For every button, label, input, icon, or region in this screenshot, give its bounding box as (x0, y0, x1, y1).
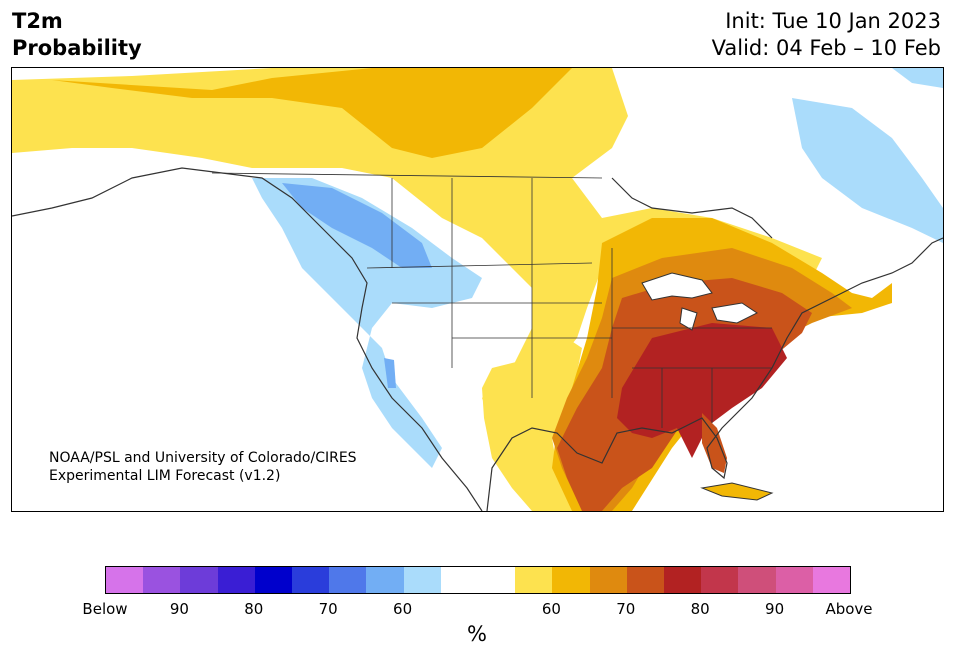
colorbar-segment (626, 567, 665, 593)
map-svg (12, 68, 943, 511)
below-60-north-islands (892, 68, 943, 88)
colorbar-segment (254, 567, 293, 593)
coastlines (12, 167, 943, 511)
credit-note: NOAA/PSL and University of Colorado/CIRE… (49, 449, 357, 485)
colorbar-tick-label: 90 (169, 600, 189, 618)
colorbar-segment (292, 567, 330, 593)
colorbar-tick-label: 90 (765, 600, 785, 618)
colorbar-tick-label: 60 (541, 600, 561, 618)
colorbar (105, 566, 851, 594)
colorbar-segment (515, 567, 553, 593)
colorbar-tick-label: 70 (318, 600, 338, 618)
forecast-map (11, 67, 944, 512)
above-80-southeast-core (617, 323, 787, 458)
colorbar-segment (403, 567, 441, 593)
colorbar-segment (701, 567, 739, 593)
cuba (700, 482, 774, 501)
init-date: Init: Tue 10 Jan 2023 (725, 9, 941, 33)
great-lakes (641, 272, 758, 331)
florida-peninsula (702, 413, 727, 473)
colorbar-segment (552, 567, 590, 593)
title-variable: T2m (12, 9, 63, 33)
valid-range: Valid: 04 Feb – 10 Feb (711, 36, 941, 60)
colorbar-segment (478, 567, 516, 593)
colorbar-segment (366, 567, 404, 593)
colorbar-segment (329, 567, 367, 593)
state-borders (211, 172, 772, 428)
below-60-labrador (792, 98, 943, 243)
map-title: T2m Probability (12, 8, 142, 62)
colorbar-segment (812, 567, 851, 593)
below-70-pacific-northwest (282, 183, 432, 268)
colorbar-segment (738, 567, 776, 593)
above-60-southwest-region (482, 338, 592, 511)
credit-line1: NOAA/PSL and University of Colorado/CIRE… (49, 450, 357, 466)
colorbar-segment (775, 567, 813, 593)
title-subtitle: Probability (12, 36, 142, 60)
above-60-north-region (12, 68, 822, 423)
above-65-north-band (52, 68, 572, 158)
colorbar-segment (589, 567, 627, 593)
colorbar-segment (143, 567, 181, 593)
colorbar-segment (180, 567, 218, 593)
colorbar-tick-label: 80 (690, 600, 710, 618)
colorbar-tick-label: Above (825, 600, 873, 618)
colorbar-segment (106, 567, 144, 593)
colorbar-tick-label: 80 (244, 600, 264, 618)
colorbar-tick-label: 60 (393, 600, 413, 618)
forecast-dates: Init: Tue 10 Jan 2023 Valid: 04 Feb – 10… (712, 8, 941, 62)
credit-line2: Experimental LIM Forecast (v1.2) (49, 468, 281, 484)
colorbar-unit: % (467, 622, 487, 646)
colorbar-segment (440, 567, 479, 593)
colorbar-segment (217, 567, 255, 593)
below-70-california (384, 358, 396, 388)
colorbar-tick-label: Below (82, 600, 128, 618)
colorbar-segment (664, 567, 702, 593)
colorbar-tick-label: 70 (616, 600, 636, 618)
